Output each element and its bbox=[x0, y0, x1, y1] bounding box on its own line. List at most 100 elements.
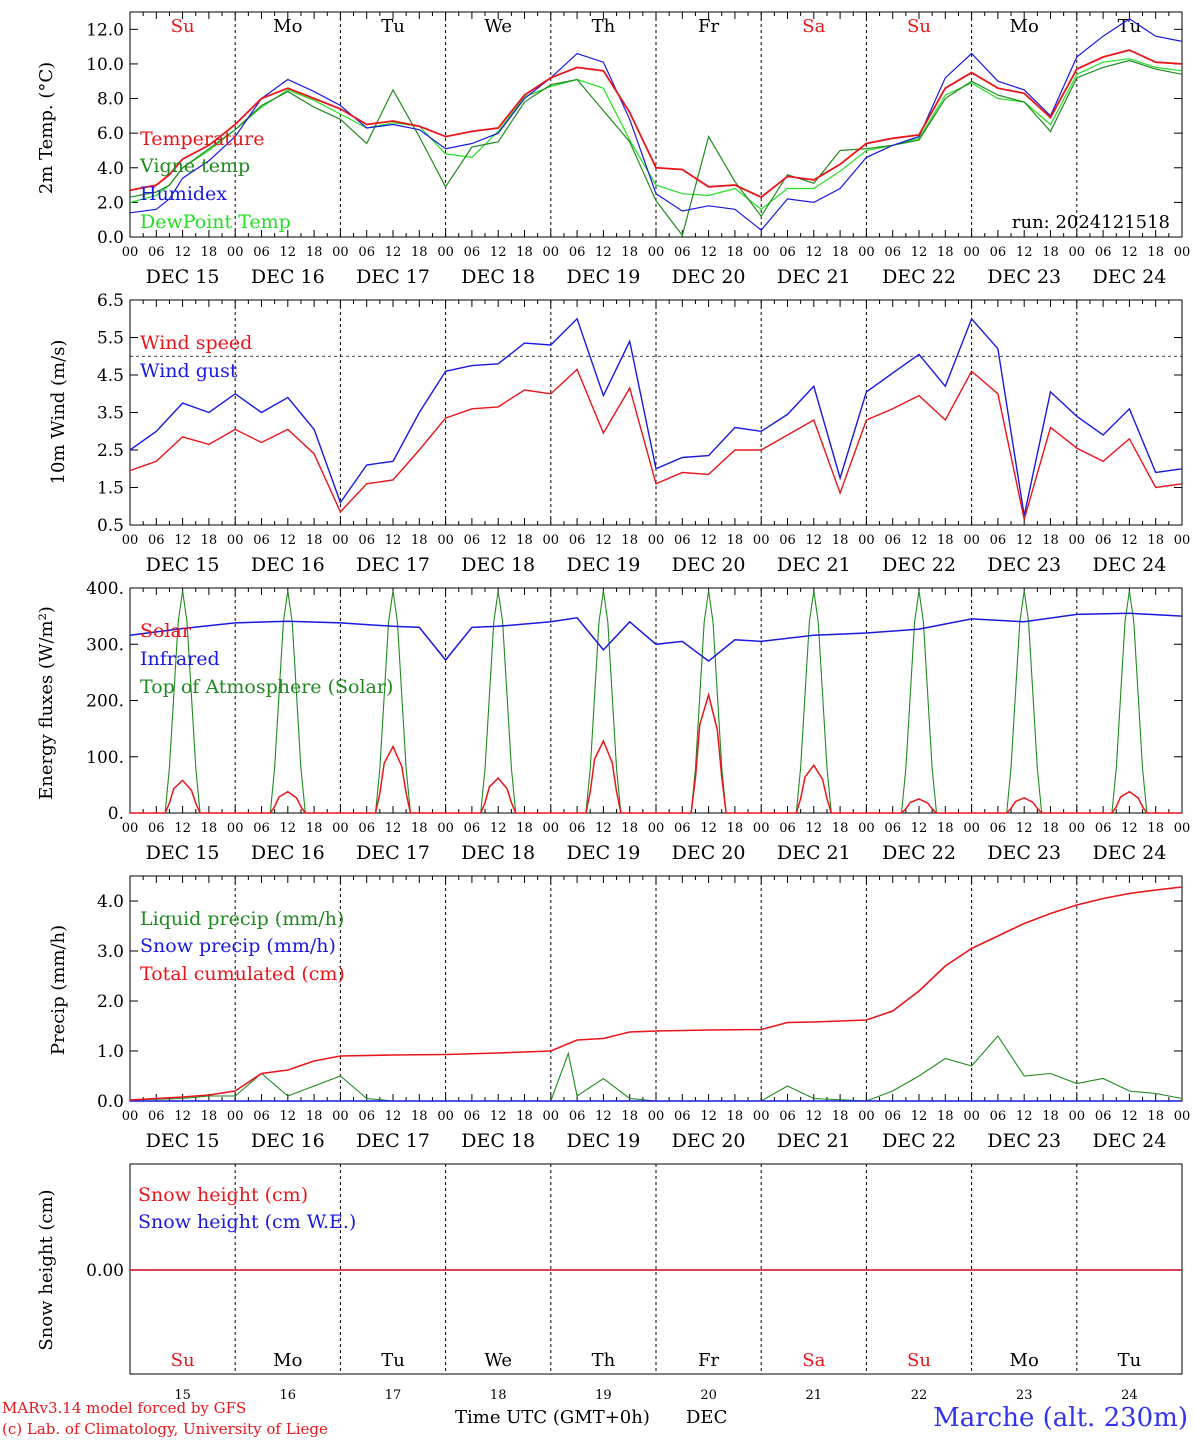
date-label: DEC 19 bbox=[566, 266, 640, 288]
hour-label: 12 bbox=[174, 533, 191, 548]
hour-label: 06 bbox=[674, 1109, 691, 1124]
hour-label: 18 bbox=[727, 245, 744, 260]
y-tick-label: 3.0 bbox=[97, 942, 124, 962]
y-tick-label: 300. bbox=[86, 635, 124, 655]
hour-label: 18 bbox=[201, 1109, 218, 1124]
hour-label: 06 bbox=[884, 821, 901, 836]
hour-label: 06 bbox=[990, 533, 1007, 548]
y-tick-label: 400. bbox=[86, 579, 124, 599]
hour-label: 06 bbox=[253, 821, 270, 836]
energy-y-axis-title: Energy fluxes (W/m²) bbox=[36, 606, 57, 800]
hour-label: 12 bbox=[806, 533, 823, 548]
hour-label: 06 bbox=[358, 1109, 375, 1124]
energy-hour-labels: 00 06 12 18 00 06 12 18 00 06 12 18 00 06 12 18 00 06 12 18… bbox=[122, 821, 1191, 836]
hour-label: 00 bbox=[963, 533, 980, 548]
hour-label: 00 bbox=[543, 1109, 560, 1124]
hour-label: 00 bbox=[437, 821, 454, 836]
date-label: DEC 18 bbox=[461, 842, 535, 864]
y-tick-label: 1.5 bbox=[97, 479, 124, 499]
legend-humidex: Humidex bbox=[140, 183, 227, 205]
y-tick-label: 6.0 bbox=[97, 124, 124, 144]
y-tick-label: 0. bbox=[108, 804, 124, 824]
time-axis-title: Time UTC (GMT+0h) bbox=[455, 1407, 650, 1428]
hour-label: 06 bbox=[358, 245, 375, 260]
hour-label: 12 bbox=[490, 245, 507, 260]
weekday-label: Th bbox=[592, 16, 616, 37]
temp-plot-frame bbox=[129, 11, 1183, 238]
hour-label: 18 bbox=[937, 533, 954, 548]
hour-label: 00 bbox=[753, 533, 770, 548]
hour-label: 18 bbox=[727, 1109, 744, 1124]
hour-label: 12 bbox=[911, 533, 928, 548]
day-number: 21 bbox=[806, 1388, 823, 1403]
hour-label: 18 bbox=[832, 245, 849, 260]
date-label: DEC 23 bbox=[987, 266, 1061, 288]
date-label: DEC 21 bbox=[777, 842, 851, 864]
date-label: DEC 15 bbox=[146, 554, 220, 576]
weekday-label: We bbox=[484, 1350, 512, 1371]
weekday-label: Tu bbox=[381, 16, 405, 37]
date-label: DEC 16 bbox=[251, 842, 325, 864]
hour-label: 00 bbox=[858, 1109, 875, 1124]
hour-label: 12 bbox=[385, 245, 402, 260]
temp-x-ticks bbox=[129, 12, 1183, 237]
day-number: 22 bbox=[911, 1388, 928, 1403]
hour-label: 12 bbox=[911, 821, 928, 836]
hour-label: 18 bbox=[1147, 245, 1164, 260]
precip-y-axis-title: Precip (mm/h) bbox=[48, 925, 69, 1055]
hour-label: 12 bbox=[280, 533, 297, 548]
hour-label: 12 bbox=[806, 1109, 823, 1124]
wind-y-axis-title: 10m Wind (m/s) bbox=[48, 340, 69, 485]
series-line-infrared bbox=[129, 612, 1183, 663]
hour-label: 06 bbox=[1095, 245, 1112, 260]
hour-label: 12 bbox=[700, 1109, 717, 1124]
hour-label: 06 bbox=[1095, 821, 1112, 836]
hour-label: 18 bbox=[832, 533, 849, 548]
weekday-label: Su bbox=[171, 16, 195, 37]
hour-label: 06 bbox=[569, 533, 586, 548]
day-number: 24 bbox=[1121, 1388, 1138, 1403]
weekday-label: Sa bbox=[802, 1350, 825, 1371]
wind-x-ticks bbox=[129, 300, 1183, 525]
hour-label: 00 bbox=[1174, 821, 1191, 836]
y-tick-label: 10.0 bbox=[86, 55, 124, 75]
hour-label: 12 bbox=[490, 1109, 507, 1124]
wind-series-lines bbox=[129, 317, 1183, 520]
date-label: DEC 24 bbox=[1092, 554, 1166, 576]
hour-label: 06 bbox=[990, 1109, 1007, 1124]
footer: MARv3.14 model forced by GFS (c) Lab. of… bbox=[2, 1399, 1188, 1438]
legend-liquid-precip: Liquid precip (mm/h) bbox=[140, 908, 344, 930]
hour-label: 18 bbox=[516, 821, 533, 836]
hour-label: 00 bbox=[648, 245, 665, 260]
date-label: DEC 21 bbox=[777, 266, 851, 288]
hour-label: 06 bbox=[464, 245, 481, 260]
station-title: Marche (alt. 230m) bbox=[933, 1403, 1188, 1433]
hour-label: 00 bbox=[858, 821, 875, 836]
energy-day-grid bbox=[234, 588, 1078, 813]
hour-label: 12 bbox=[700, 821, 717, 836]
hour-label: 12 bbox=[1016, 533, 1033, 548]
hour-label: 06 bbox=[779, 821, 796, 836]
hour-label: 18 bbox=[411, 533, 428, 548]
legend-wind-gust: Wind gust bbox=[140, 360, 238, 382]
hour-label: 18 bbox=[306, 245, 323, 260]
hour-label: 06 bbox=[358, 533, 375, 548]
hour-label: 00 bbox=[753, 821, 770, 836]
hour-label: 18 bbox=[832, 1109, 849, 1124]
hour-label: 18 bbox=[621, 821, 638, 836]
weekday-label: Sa bbox=[802, 16, 825, 37]
hour-label: 18 bbox=[1147, 1109, 1164, 1124]
hour-label: 00 bbox=[437, 533, 454, 548]
date-label: DEC 22 bbox=[882, 1130, 956, 1152]
hour-label: 18 bbox=[727, 821, 744, 836]
snow-y-axis: 0.00 bbox=[86, 1261, 1182, 1281]
hour-label: 18 bbox=[411, 245, 428, 260]
y-tick-label: 0.0 bbox=[97, 1092, 124, 1112]
hour-label: 12 bbox=[911, 245, 928, 260]
y-tick-label: 200. bbox=[86, 692, 124, 712]
y-tick-label: 3.5 bbox=[97, 404, 124, 424]
hour-label: 06 bbox=[148, 245, 165, 260]
y-tick-label: 2.0 bbox=[97, 992, 124, 1012]
hour-label: 18 bbox=[516, 533, 533, 548]
weekday-label: Mo bbox=[273, 16, 302, 37]
